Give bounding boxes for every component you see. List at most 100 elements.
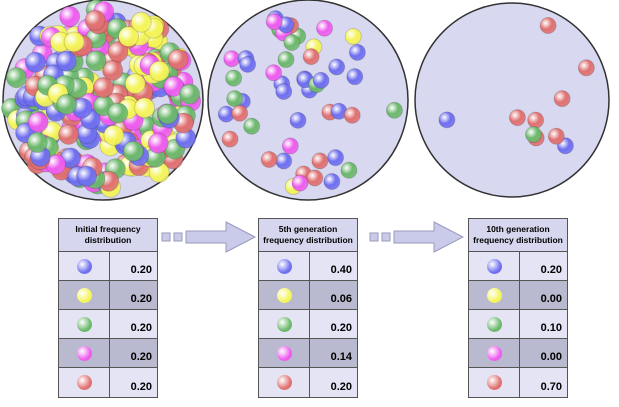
ball (225, 69, 243, 87)
frequency-value: 0.06 (330, 293, 352, 305)
ball (508, 109, 526, 127)
frequency-value: 0.70 (540, 381, 562, 393)
ball-icon (486, 316, 502, 332)
ball (311, 152, 329, 170)
ball (328, 58, 346, 76)
ball (103, 124, 125, 146)
ball (327, 149, 345, 167)
ball (147, 132, 169, 154)
color-cell (469, 281, 520, 309)
ball (221, 130, 239, 148)
ball (118, 26, 140, 48)
color-cell (59, 281, 110, 309)
ball-icon (486, 375, 502, 390)
ball (63, 31, 85, 53)
ball (316, 19, 334, 37)
ball (265, 13, 283, 31)
ball (223, 50, 241, 68)
ball (547, 127, 565, 145)
ball-icon (276, 287, 292, 303)
ball (26, 132, 48, 154)
table-header: 10th generation frequency distribution (469, 219, 567, 252)
ball (231, 104, 249, 122)
color-cell (259, 310, 310, 338)
arrow (369, 221, 465, 253)
color-cell (59, 339, 110, 367)
ball (167, 48, 189, 70)
ball (226, 90, 244, 108)
frequency-value: 0.20 (130, 351, 152, 363)
ball-icon (276, 375, 292, 390)
color-cell (469, 252, 520, 280)
ball (102, 59, 124, 81)
frequency-value: 0.20 (130, 322, 152, 334)
arrow (161, 221, 257, 253)
ball-icon (276, 316, 292, 332)
ball (124, 73, 146, 95)
table-header: Initial frequency distribution (59, 219, 157, 252)
ball (524, 126, 542, 144)
balls (0, 0, 595, 198)
frequency-value: 0.00 (540, 351, 562, 363)
ball (385, 101, 403, 119)
table-row: 0.10 (469, 310, 567, 339)
ball (291, 174, 309, 192)
color-cell (259, 281, 310, 309)
color-cell (59, 252, 110, 280)
frequency-value: 0.20 (540, 264, 562, 276)
ball (346, 68, 364, 86)
ball-icon (486, 258, 502, 274)
ball-icon (486, 287, 502, 303)
table-row: 0.20 (259, 310, 357, 339)
frequency-value: 0.00 (540, 293, 562, 305)
ball (343, 106, 361, 124)
population-10th (414, 2, 610, 198)
ball (348, 43, 366, 61)
table-row: 0.20 (59, 368, 157, 397)
ball (527, 111, 545, 129)
ball (277, 51, 295, 69)
frequency-table: 5th generation frequency distribution 0.4… (258, 218, 358, 398)
ball-icon (76, 345, 92, 361)
ball (577, 59, 595, 77)
color-cell (259, 252, 310, 280)
table-row: 0.14 (259, 339, 357, 368)
ball (24, 51, 46, 73)
ball (260, 150, 278, 168)
frequency-value: 0.20 (130, 381, 152, 393)
color-cell (59, 368, 110, 397)
ball (130, 11, 152, 33)
frequency-value: 0.20 (330, 381, 352, 393)
frequency-value: 0.20 (130, 293, 152, 305)
ball (134, 97, 156, 119)
ball (148, 60, 170, 82)
table-row: 0.06 (259, 281, 357, 310)
ball-icon (76, 258, 92, 274)
ball (302, 48, 320, 66)
frequency-value: 0.40 (330, 264, 352, 276)
ball (275, 83, 293, 101)
ball (275, 152, 293, 170)
ball (58, 123, 80, 145)
ball (84, 9, 106, 31)
ball (306, 169, 324, 187)
table-row: 0.20 (59, 339, 157, 368)
color-cell (469, 310, 520, 338)
ball-icon (486, 345, 502, 361)
ball (92, 77, 114, 99)
ball (107, 102, 129, 124)
ball (438, 111, 456, 129)
frequency-value: 0.14 (330, 351, 352, 363)
frequency-table: 10th generation frequency distribution 0.… (468, 218, 568, 398)
table-row: 0.20 (59, 281, 157, 310)
ball (27, 111, 49, 133)
frequency-value: 0.20 (330, 322, 352, 334)
ball (539, 17, 557, 35)
table-row: 0.20 (469, 252, 567, 281)
ball-icon (76, 287, 92, 303)
table-row: 0.70 (469, 368, 567, 397)
table-row: 0.00 (469, 281, 567, 310)
ball (312, 71, 330, 89)
ball (243, 117, 261, 135)
